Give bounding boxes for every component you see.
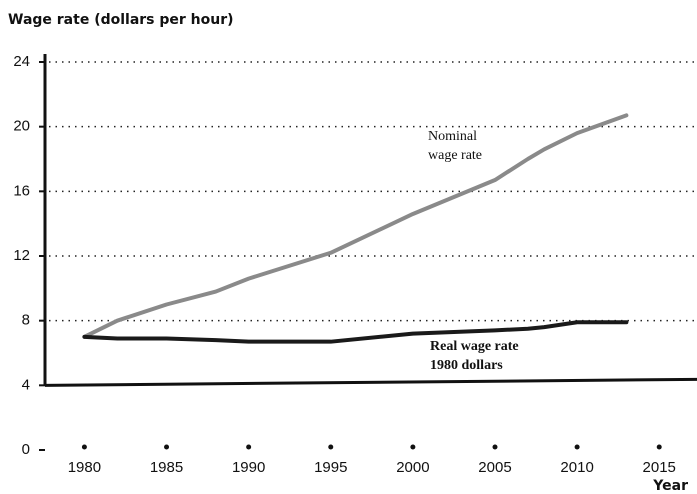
- y-tick-label: 16: [13, 182, 30, 199]
- x-tick-label: 1985: [150, 459, 183, 476]
- y-tick-label: 8: [22, 312, 30, 329]
- y-tick-label: 0: [22, 441, 30, 458]
- series-label: 1980 dollars: [430, 358, 503, 373]
- x-tick-label: 2015: [643, 459, 676, 476]
- x-tick-dot: [574, 444, 580, 450]
- x-tick-label: 2000: [396, 459, 429, 476]
- chart-title: Wage rate (dollars per hour): [8, 12, 234, 28]
- series-label: Real wage rate: [430, 339, 519, 354]
- x-tick-dot: [492, 444, 498, 450]
- x-axis: [44, 377, 697, 387]
- x-tick-dot: [246, 444, 252, 450]
- x-tick-label: 2010: [560, 459, 593, 476]
- series-label: Nominal: [428, 129, 477, 144]
- x-tick-label: 1980: [68, 459, 101, 476]
- y-tick-label: 12: [13, 247, 30, 264]
- y-tick-label: 4: [22, 376, 30, 393]
- x-tick-label: 2005: [478, 459, 511, 476]
- line-series: [82, 113, 629, 339]
- x-tick-label: 1995: [314, 459, 347, 476]
- y-tick-label: 24: [13, 53, 30, 70]
- series-label: wage rate: [428, 148, 482, 163]
- x-tick-dot: [410, 444, 416, 450]
- y-tick-label: 20: [13, 118, 30, 135]
- x-tick-dot: [81, 444, 87, 450]
- x-axis-label: Year: [652, 478, 688, 494]
- x-tick-dot: [164, 444, 170, 450]
- line-series: [82, 320, 629, 344]
- x-tick-dot: [656, 444, 662, 450]
- x-tick-label: 1990: [232, 459, 265, 476]
- x-tick-dot: [328, 444, 334, 450]
